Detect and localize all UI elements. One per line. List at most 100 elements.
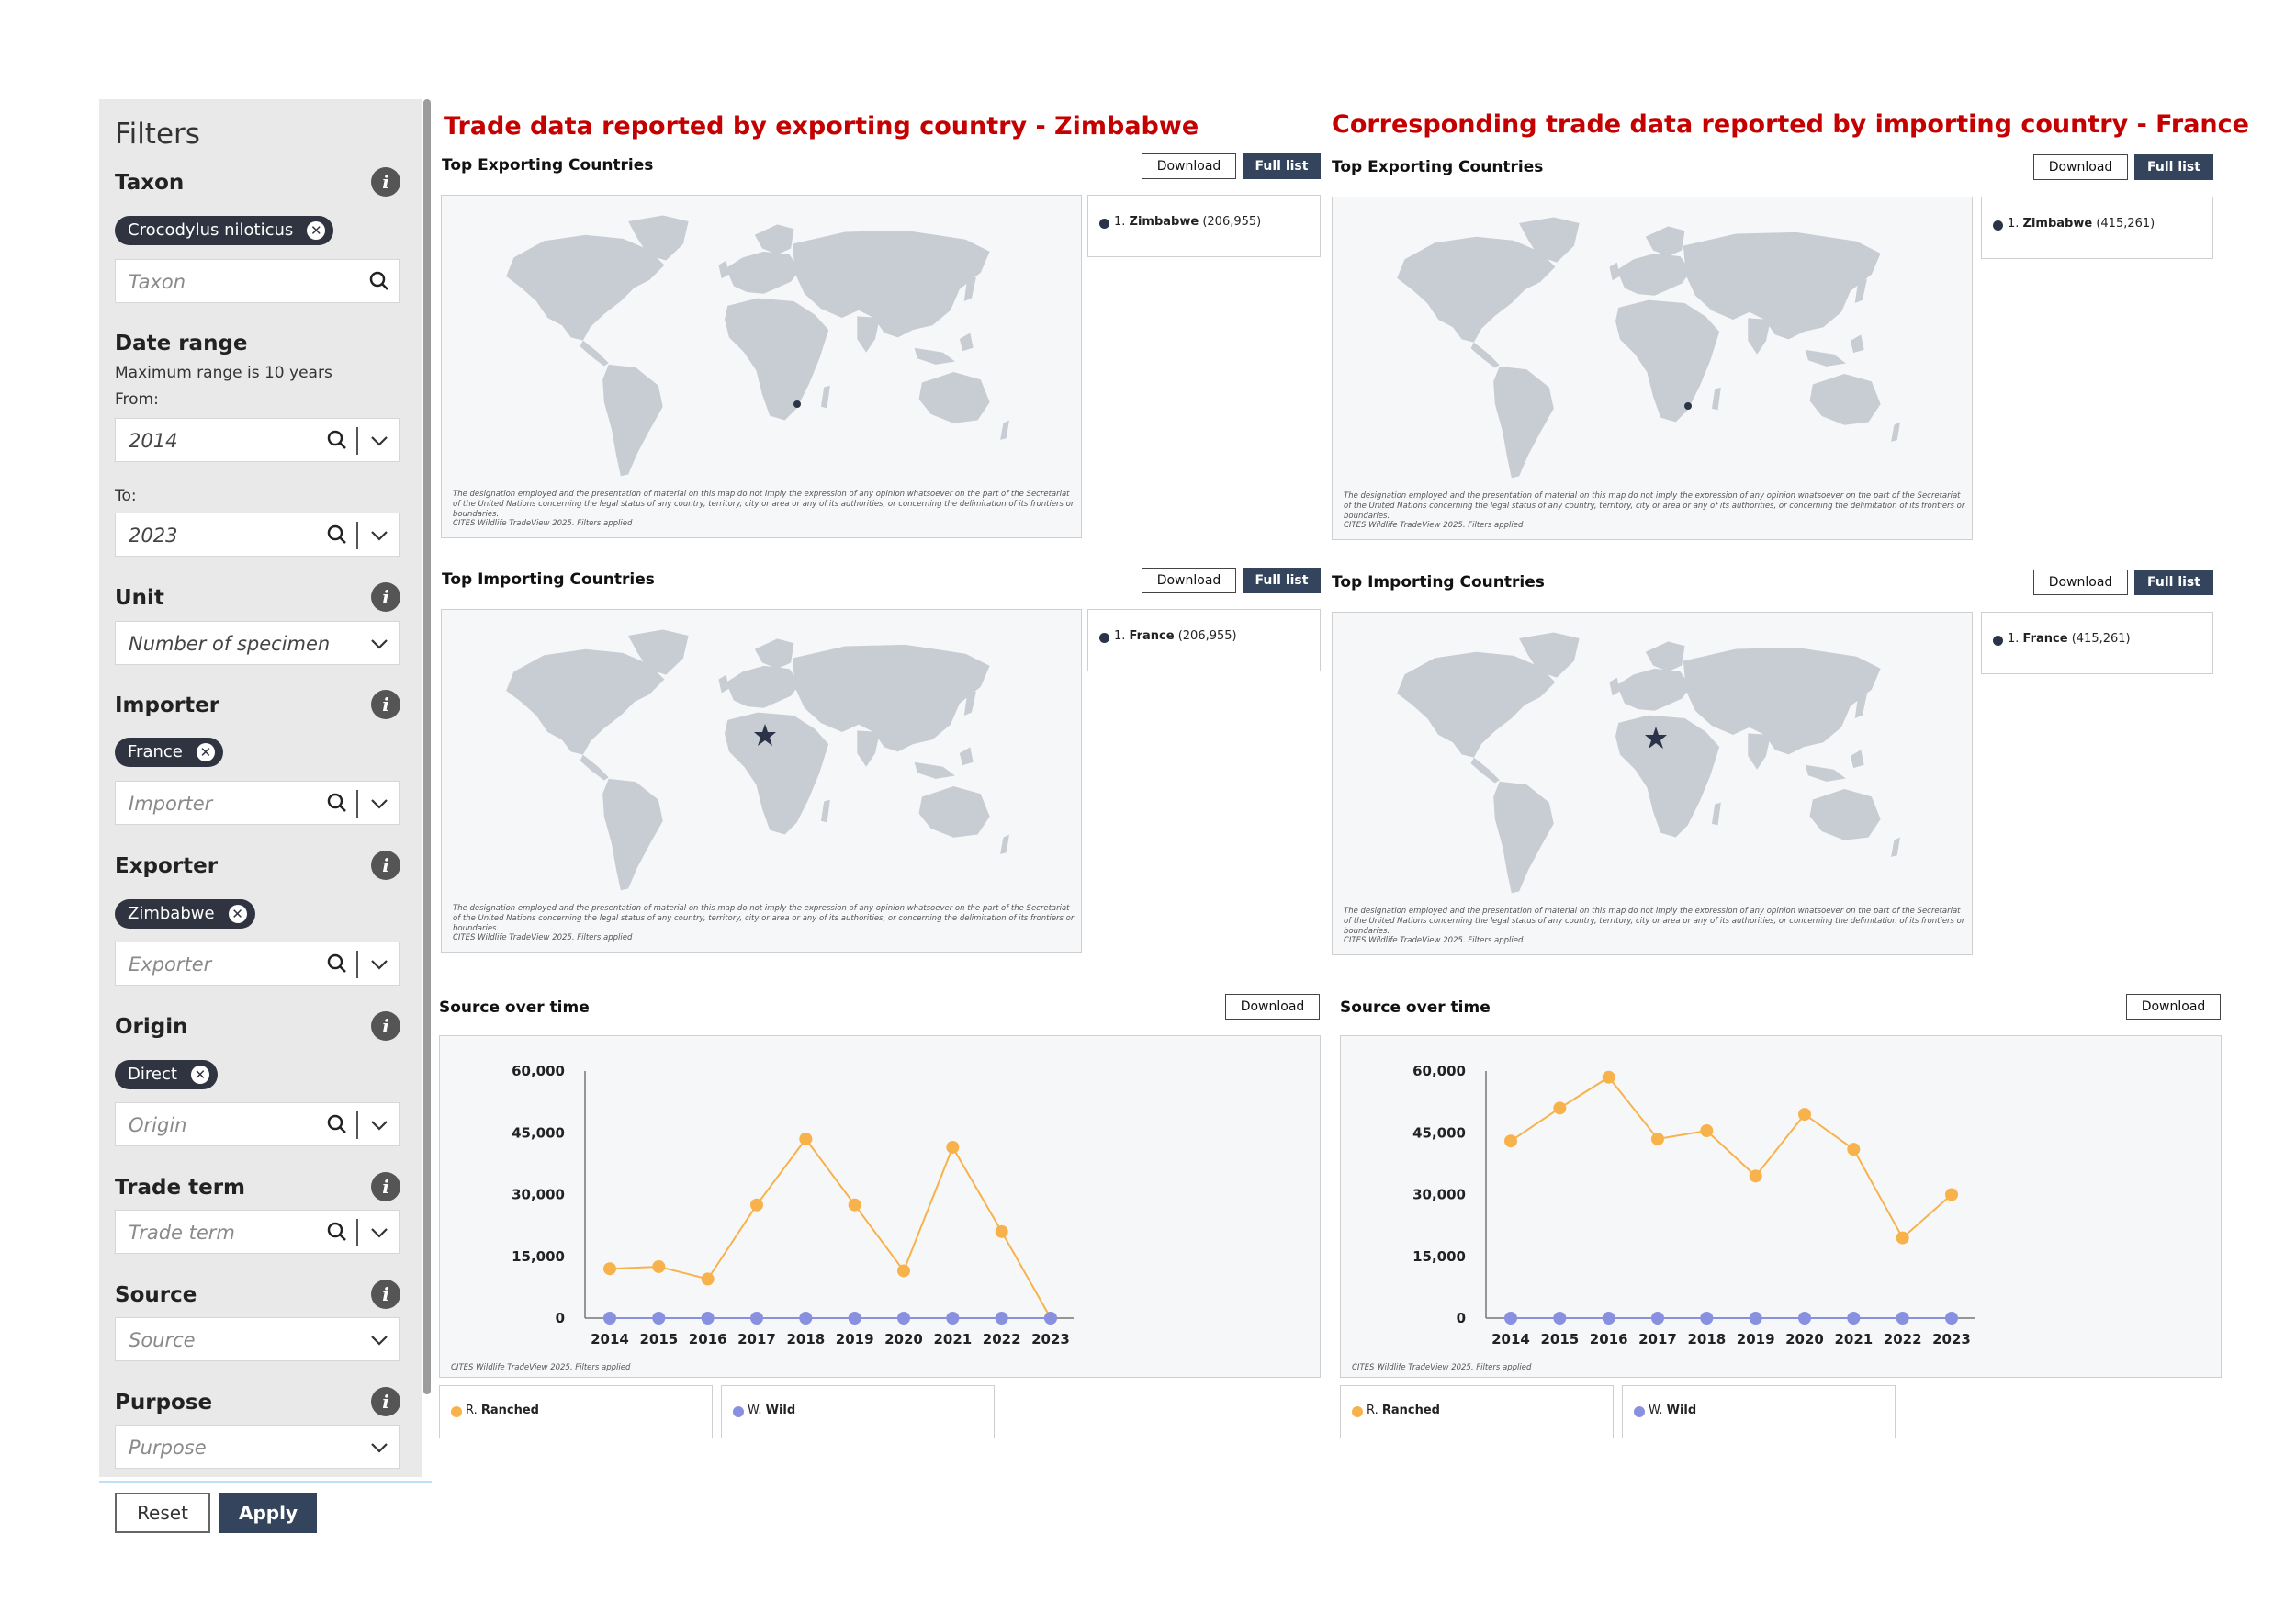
data-point (603, 1312, 616, 1325)
legend-item-ranched[interactable]: R. Ranched (1340, 1385, 1614, 1438)
legend-item-wild[interactable]: W. Wild (1622, 1385, 1896, 1438)
france-marker[interactable] (754, 724, 776, 746)
top-importing-title: Top Importing Countries (1332, 573, 1545, 592)
importing-map[interactable]: The designation employed and the present… (441, 609, 1082, 953)
purpose-select[interactable]: Purpose (115, 1425, 400, 1469)
search-icon[interactable] (325, 1112, 349, 1136)
to-year-select[interactable]: 2023 (115, 513, 400, 557)
chevron-down-icon[interactable] (369, 431, 389, 451)
x-tick-label: 2015 (1540, 1331, 1579, 1348)
download-button[interactable]: Download (2126, 994, 2221, 1020)
unit-info-icon[interactable]: i (371, 582, 400, 612)
exporter-info-icon[interactable]: i (371, 851, 400, 880)
from-label: From: (115, 390, 159, 409)
chevron-down-icon[interactable] (369, 525, 389, 546)
chevron-down-icon[interactable] (369, 634, 389, 654)
search-icon[interactable] (325, 523, 349, 547)
importer-chip: France ✕ (115, 738, 223, 767)
remove-taxon-chip-icon[interactable]: ✕ (307, 221, 326, 240)
exporting-map[interactable]: The designation employed and the present… (441, 195, 1082, 538)
origin-search-input[interactable]: Origin (115, 1102, 400, 1146)
chevron-down-icon[interactable] (369, 1330, 389, 1350)
world-map (1397, 217, 1900, 479)
search-icon[interactable] (325, 952, 349, 976)
wild-dot (1634, 1406, 1645, 1417)
search-icon[interactable] (325, 791, 349, 815)
origin-info-icon[interactable]: i (371, 1011, 400, 1041)
download-button[interactable]: Download (2033, 154, 2128, 180)
chevron-down-icon[interactable] (369, 1115, 389, 1135)
source-select[interactable]: Source (115, 1317, 400, 1361)
trade-term-info-icon[interactable]: i (371, 1172, 400, 1201)
full-list-button[interactable]: Full list (1243, 568, 1321, 593)
zimbabwe-marker[interactable] (1684, 402, 1692, 410)
chevron-down-icon[interactable] (369, 794, 389, 814)
download-button[interactable]: Download (1142, 568, 1236, 593)
unit-select[interactable]: Number of specimen (115, 621, 400, 665)
legend-item-ranched[interactable]: R. Ranched (439, 1385, 713, 1438)
remove-importer-chip-icon[interactable]: ✕ (196, 743, 215, 761)
data-point (603, 1262, 616, 1276)
data-point (1896, 1231, 1909, 1245)
taxon-info-icon[interactable]: i (371, 167, 400, 197)
download-button[interactable]: Download (1142, 153, 1236, 179)
importer-search-input[interactable]: Importer (115, 781, 400, 825)
data-point (1847, 1312, 1861, 1325)
importing-map[interactable]: The designation employed and the present… (1332, 612, 1973, 955)
top-exporting-title: Top Exporting Countries (442, 156, 654, 175)
data-point (1945, 1312, 1958, 1325)
legend-rank: 1. (1114, 215, 1126, 229)
chevron-down-icon[interactable] (369, 1438, 389, 1458)
chevron-down-icon[interactable] (369, 954, 389, 975)
data-point (1651, 1312, 1664, 1325)
legend-item-wild[interactable]: W. Wild (721, 1385, 995, 1438)
exporter-search-input[interactable]: Exporter (115, 942, 400, 986)
source-over-time-chart: 60,000 45,000 30,000 15,000 0 2014 2015 2016 201… (439, 1035, 1321, 1378)
exporting-map[interactable]: The designation employed and the present… (1332, 197, 1973, 540)
x-tick-label: 2014 (591, 1331, 629, 1348)
x-tick-label: 2022 (983, 1331, 1021, 1348)
download-button[interactable]: Download (1225, 994, 1320, 1020)
data-point (848, 1312, 861, 1325)
line-chart: 60,000 45,000 30,000 15,000 0 2014 2015 2016 201… (512, 1063, 1074, 1348)
data-point (995, 1224, 1008, 1238)
origin-label: Origin (115, 1015, 188, 1039)
zimbabwe-marker[interactable] (793, 400, 801, 408)
search-icon[interactable] (325, 428, 349, 452)
data-point (1749, 1312, 1762, 1325)
remove-exporter-chip-icon[interactable]: ✕ (228, 905, 247, 923)
chevron-down-icon[interactable] (369, 1223, 389, 1243)
search-icon[interactable] (325, 1220, 349, 1244)
y-tick-label: 60,000 (512, 1063, 565, 1079)
trade-term-search-input[interactable]: Trade term (115, 1210, 400, 1254)
from-year-select[interactable]: 2014 (115, 418, 400, 462)
reset-button[interactable]: Reset (115, 1493, 210, 1533)
source-info-icon[interactable]: i (371, 1280, 400, 1309)
full-list-button[interactable]: Full list (1243, 153, 1321, 179)
sidebar-scrollbar[interactable] (423, 99, 431, 1394)
france-marker[interactable] (1645, 727, 1667, 749)
map-disclaimer: The designation employed and the present… (1344, 491, 1965, 521)
ranched-code: R. (1367, 1404, 1379, 1417)
separator (356, 427, 358, 455)
download-button[interactable]: Download (2033, 570, 2128, 595)
purpose-info-icon[interactable]: i (371, 1387, 400, 1416)
wild-label: Wild (1666, 1404, 1697, 1417)
remove-origin-chip-icon[interactable]: ✕ (190, 1066, 209, 1084)
legend-country: France (2022, 632, 2068, 646)
full-list-button[interactable]: Full list (2134, 570, 2213, 595)
origin-chip-label: Direct (128, 1065, 177, 1084)
full-list-button[interactable]: Full list (2134, 154, 2213, 180)
importer-info-icon[interactable]: i (371, 690, 400, 719)
separator (356, 790, 358, 818)
taxon-search-input[interactable]: Taxon (115, 259, 400, 303)
data-point (1749, 1169, 1762, 1183)
separator (356, 1219, 358, 1246)
to-year-value: 2023 (129, 524, 178, 547)
wild-code: W. (1649, 1404, 1663, 1417)
data-point (701, 1272, 715, 1286)
search-icon[interactable] (367, 269, 391, 293)
legend-dot (1993, 220, 2003, 231)
data-point (750, 1198, 763, 1212)
apply-button[interactable]: Apply (219, 1493, 317, 1533)
